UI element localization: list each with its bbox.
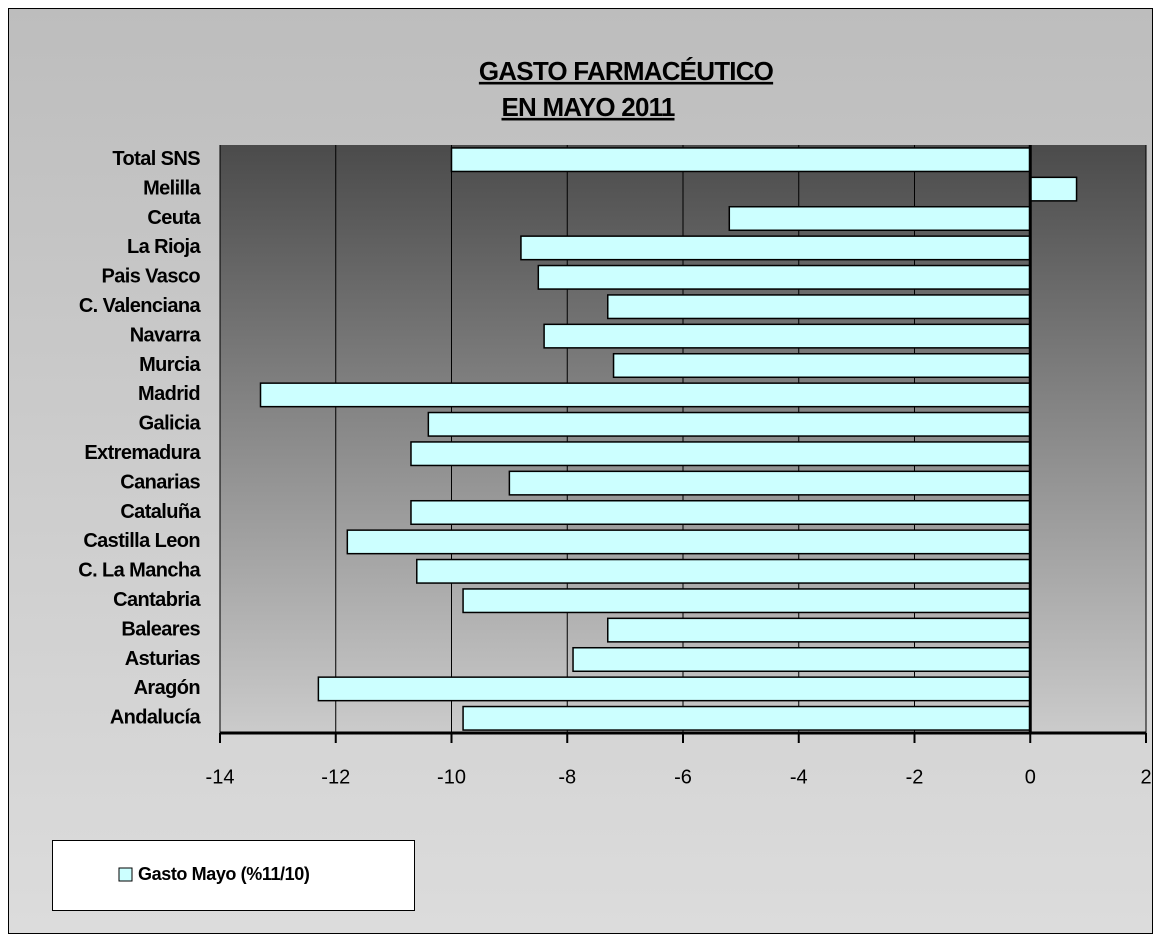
bar [410,499,1031,526]
y-tick-label: Extremadura [84,442,201,464]
y-tick-label: Ceuta [147,207,201,229]
bar [508,470,1031,496]
bar [543,323,1031,349]
x-tick-label: -6 [674,766,692,788]
bar [410,441,1031,467]
y-tick-label: Asturias [125,648,201,670]
legend-swatch [118,867,133,882]
bar [462,588,1031,614]
y-tick-label: Melilla [143,177,201,199]
bar [1029,176,1078,202]
bar [462,705,1031,731]
y-tick-label: Madrid [138,383,200,405]
bar [427,411,1032,437]
y-tick-label: C. La Mancha [78,560,201,582]
bar [450,147,1031,173]
y-tick-label: Galicia [139,413,202,435]
y-tick-label: Total SNS [112,148,200,170]
x-tick-label: -10 [437,766,466,788]
bar [259,382,1031,408]
bar [537,264,1031,290]
bar [317,676,1031,702]
x-tick-label: -4 [790,766,808,788]
x-tick-label: -14 [206,766,235,788]
y-tick-label: Aragón [134,677,200,699]
x-tick-label: 0 [1025,766,1036,788]
bar [572,646,1031,673]
y-tick-label: Cataluña [120,501,201,523]
bar [520,235,1031,261]
chart-title: GASTO FARMACÉUTICO [479,56,774,86]
x-tick-label: 2 [1140,766,1151,788]
y-tick-label: Canarias [120,471,200,493]
legend-label: Gasto Mayo (%11/10) [138,864,310,884]
y-tick-label: C. Valenciana [79,295,202,317]
y-tick-label: Cantabria [113,589,201,611]
y-tick-label: Murcia [139,354,201,376]
y-tick-label: Castilla Leon [83,530,200,552]
chart-title: EN MAYO 2011 [502,92,675,122]
y-tick-label: Andalucía [110,707,202,729]
x-tick-label: -2 [906,766,924,788]
x-tick-label: -8 [558,766,576,788]
y-tick-label: La Rioja [127,236,201,258]
bar [416,558,1031,584]
bar [607,294,1031,320]
legend-box [52,840,415,911]
x-tick-label: -12 [321,766,350,788]
y-tick-label: Navarra [130,324,202,346]
bar [346,529,1031,555]
bar [612,352,1031,379]
bar [728,205,1031,232]
y-tick-label: Baleares [121,618,200,640]
y-tick-label: Pais Vasco [101,266,200,288]
bar [607,617,1031,643]
